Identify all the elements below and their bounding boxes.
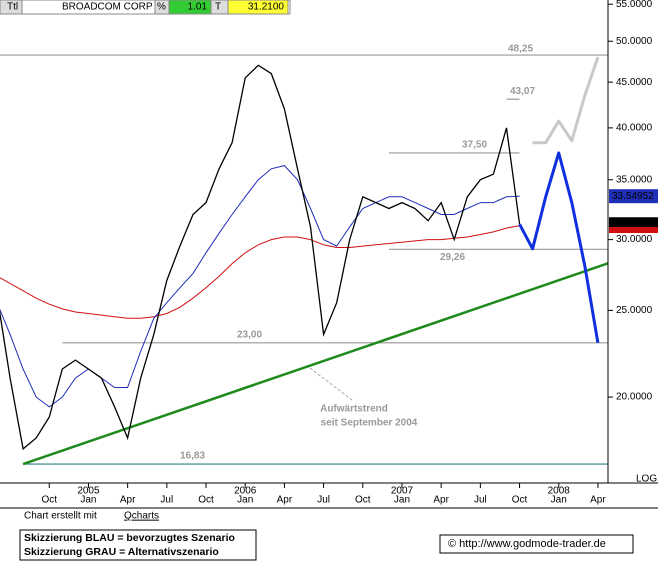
x-tick-label: Jul	[160, 495, 173, 506]
y-tick-label: 20.0000	[616, 392, 653, 403]
header: Ttl BROADCOM CORP % 1.01 T 31.2100	[0, 0, 291, 15]
x-tick-label: Apr	[433, 495, 449, 506]
series-line	[0, 225, 520, 319]
annotation: Aufwärtstrend	[320, 404, 388, 415]
trend-line	[22, 262, 608, 466]
scale-label: LOG	[636, 474, 657, 485]
x-tick-label: Jan	[80, 495, 96, 506]
level-label: 48,25	[508, 44, 533, 55]
year-label: 2006	[234, 486, 257, 497]
badge-label: 31.2100	[612, 219, 649, 230]
year-label: 2007	[391, 486, 414, 497]
annotation-pointer	[309, 367, 353, 401]
level-label: 29,26	[440, 252, 465, 263]
x-tick-label: Oct	[355, 495, 371, 506]
x-tick-label: Jan	[394, 495, 410, 506]
last-price: 31.2100	[248, 2, 285, 13]
y-tick-label: 50.0000	[616, 36, 653, 47]
y-tick-label: 40.0000	[616, 123, 653, 134]
price-badge	[609, 189, 658, 204]
x-tick-label: Jan	[551, 495, 567, 506]
x-tick-label: Apr	[120, 495, 136, 506]
series-line	[0, 165, 520, 408]
t-label: T	[215, 2, 221, 13]
level-label: 23,00	[237, 329, 262, 340]
y-tick-label: 25.0000	[616, 305, 653, 316]
y-tick-label: 45.0000	[616, 77, 653, 88]
y-tick-label: 35.0000	[616, 174, 653, 185]
credit-link[interactable]: Qcharts	[124, 511, 159, 522]
level-label: 37,50	[462, 140, 487, 151]
x-tick-label: Jul	[474, 495, 487, 506]
year-label: 2005	[77, 486, 100, 497]
legend-box	[19, 529, 257, 561]
stock-name: BROADCOM CORP	[62, 2, 153, 13]
pct-value: 1.01	[188, 2, 208, 13]
url-box	[439, 534, 634, 554]
x-tick-label: Oct	[41, 495, 57, 506]
url[interactable]: © http://www.godmode-trader.de	[448, 538, 606, 550]
x-tick-label: Apr	[590, 495, 606, 506]
legend-text: Skizzierung GRAU = Alternativszenario	[24, 546, 219, 558]
legend-text: Skizzierung BLAU = bevorzugtes Szenario	[24, 532, 235, 544]
year-label: 2008	[548, 486, 571, 497]
annotation: seit September 2004	[321, 418, 418, 429]
x-tick-label: Jul	[317, 495, 330, 506]
level-label: 43,07	[510, 86, 535, 97]
badge-label: 33.54952	[612, 191, 654, 202]
x-tick-label: Oct	[198, 495, 214, 506]
x-tick-label: Apr	[277, 495, 293, 506]
series-line	[0, 64, 521, 451]
x-tick-label: Jan	[237, 495, 253, 506]
price-badge	[609, 227, 658, 234]
header-cell	[0, 0, 23, 15]
header-cell	[227, 0, 289, 15]
y-tick-label: 55.0000	[616, 0, 653, 10]
plot-area: 48,25 43,07 37,50 29,26 23,00 16,83 Aufwärtstr…	[0, 44, 608, 466]
scenario-line	[518, 151, 600, 344]
level-label: 16,83	[180, 451, 205, 462]
credit: Chart erstellt mit	[24, 511, 97, 522]
symbol-label: Ttl	[7, 2, 18, 13]
scenario-line	[532, 56, 600, 145]
x-tick-label: Oct	[512, 495, 528, 506]
y-tick-label: 30.0000	[616, 234, 653, 245]
pct-label: %	[157, 2, 166, 13]
